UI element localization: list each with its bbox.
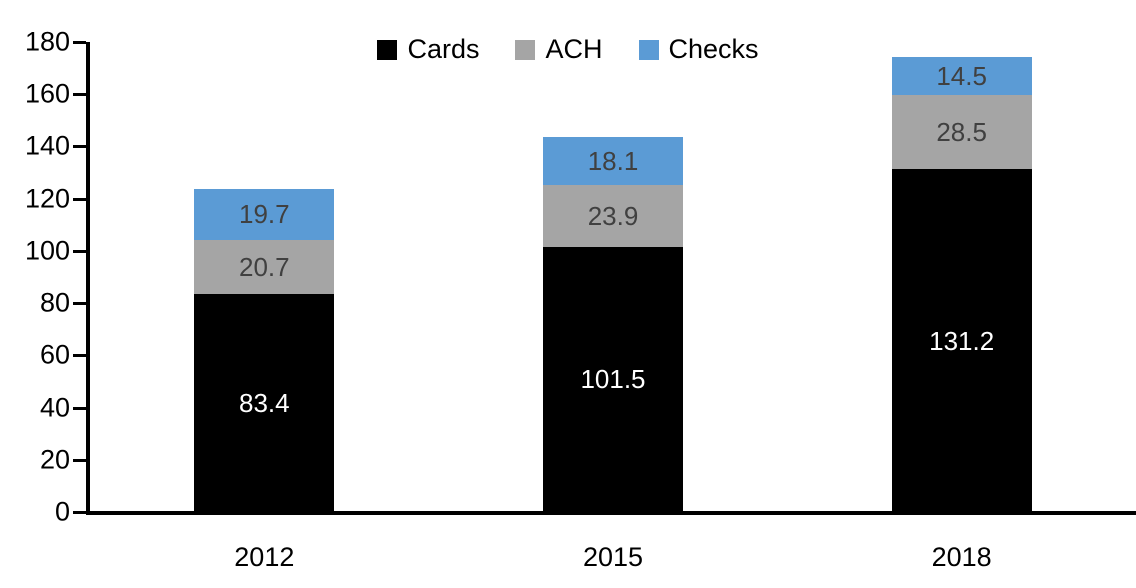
- y-axis-tick-label: 40: [39, 392, 70, 423]
- y-axis-tick-label: 0: [54, 496, 70, 527]
- bar-segment-cards-2015: 101.5: [543, 246, 683, 512]
- legend-swatch-checks: [638, 39, 659, 60]
- bar-value-label: 83.4: [239, 388, 290, 419]
- y-axis-tick: [73, 406, 86, 410]
- bar-value-label: 14.5: [936, 61, 987, 92]
- x-axis-line: [86, 511, 1136, 515]
- y-axis-tick: [73, 302, 86, 306]
- y-axis-tick: [73, 197, 86, 201]
- y-axis-line: [86, 42, 90, 515]
- legend-item-checks: Checks: [638, 34, 759, 64]
- y-axis-tick: [73, 145, 86, 149]
- chart-legend: Cards ACH Checks: [0, 36, 1136, 63]
- y-axis-tick-label: 120: [24, 183, 70, 214]
- bar-segment-checks-2018: 14.5: [891, 57, 1032, 95]
- x-axis-label-2015: 2015: [582, 542, 644, 572]
- x-axis-label-2018: 2018: [931, 542, 992, 572]
- y-axis-tick: [73, 458, 86, 462]
- y-axis-tick: [73, 249, 86, 253]
- y-axis-tick: [73, 511, 86, 514]
- legend-label: ACH: [545, 34, 603, 64]
- bar-value-label: 23.9: [587, 200, 639, 231]
- bar-segment-cards-2012: 83.4: [194, 294, 335, 512]
- legend-swatch-cards: [377, 39, 398, 60]
- bar-segment-checks-2015: 18.1: [543, 137, 683, 185]
- legend-swatch-ach: [515, 39, 536, 60]
- bar-segment-cards-2018: 131.2: [891, 169, 1032, 512]
- bar-value-label: 131.2: [929, 325, 995, 356]
- y-axis-tick: [73, 93, 86, 97]
- y-axis-tick-label: 20: [39, 444, 70, 475]
- bar-segment-ach-2015: 23.9: [543, 184, 683, 247]
- bar-value-label: 20.7: [239, 252, 290, 283]
- y-axis-tick: [73, 41, 86, 44]
- legend-item-ach: ACH: [515, 34, 603, 64]
- bar-segment-ach-2012: 20.7: [194, 240, 335, 295]
- bar-value-label: 18.1: [587, 145, 639, 176]
- legend-item-cards: Cards: [377, 36, 479, 63]
- y-axis-tick-label: 60: [39, 339, 70, 370]
- y-axis-tick: [73, 354, 86, 358]
- bar-segment-ach-2018: 28.5: [891, 95, 1032, 170]
- bar-value-label: 19.7: [239, 199, 290, 230]
- bar-value-label: 28.5: [936, 117, 987, 148]
- bar-segment-checks-2012: 19.7: [194, 188, 335, 241]
- legend-label: Cards: [407, 34, 480, 64]
- y-axis-tick-label: 180: [24, 26, 70, 57]
- y-axis-tick-label: 160: [24, 78, 70, 109]
- y-axis-tick-label: 80: [39, 287, 70, 318]
- y-axis-tick-label: 140: [24, 130, 70, 161]
- legend-label: Checks: [668, 34, 759, 64]
- x-axis-label-2012: 2012: [234, 542, 295, 572]
- y-axis-tick-label: 100: [24, 235, 70, 266]
- bar-value-label: 101.5: [580, 364, 646, 395]
